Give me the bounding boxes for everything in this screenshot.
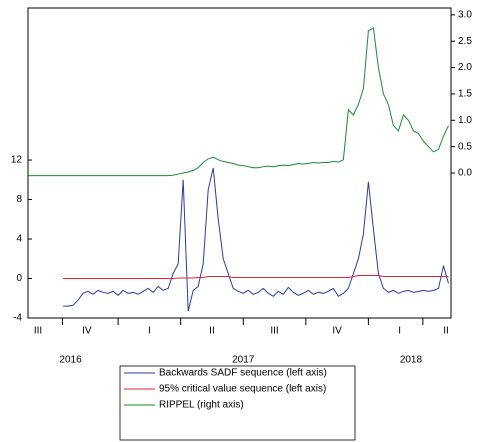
x-tick-label: II	[209, 326, 215, 337]
year-label: 2017	[232, 355, 255, 366]
series-line	[63, 167, 449, 312]
series-line	[63, 275, 449, 280]
y-tick-label: 8	[16, 194, 22, 205]
legend-label: 95% critical value sequence (left axis)	[159, 384, 326, 395]
y2-tick-label: 3.0	[458, 9, 472, 20]
y2-tick-label: 1.0	[458, 115, 472, 126]
x-tick-label: IV	[332, 326, 342, 337]
legend-label: RIPPEL (right axis)	[159, 400, 244, 411]
x-tick-label: III	[270, 326, 278, 337]
legend-box	[119, 365, 356, 441]
y-tick-label: -4	[13, 313, 22, 324]
year-label: 2016	[59, 355, 82, 366]
x-tick-label: IV	[82, 326, 92, 337]
y2-tick-label: 1.5	[458, 89, 472, 100]
y-tick-label: 4	[16, 234, 22, 245]
year-label: 2018	[400, 355, 423, 366]
x-tick-label: II	[443, 326, 449, 337]
x-tick-label: III	[34, 326, 42, 337]
y-tick-label: 0	[16, 273, 22, 284]
y2-tick-label: 2.0	[458, 62, 472, 73]
y2-tick-label: 0.0	[458, 168, 472, 179]
y2-tick-label: 2.5	[458, 36, 472, 47]
plot-frame	[27, 7, 452, 319]
series-line	[28, 27, 449, 177]
y2-tick-label: 0.5	[458, 141, 472, 152]
legend-label: Backwards SADF sequence (left axis)	[159, 368, 327, 379]
y-tick-label: 12	[11, 155, 23, 166]
x-tick-label: I	[398, 326, 401, 337]
x-tick-label: I	[148, 326, 151, 337]
